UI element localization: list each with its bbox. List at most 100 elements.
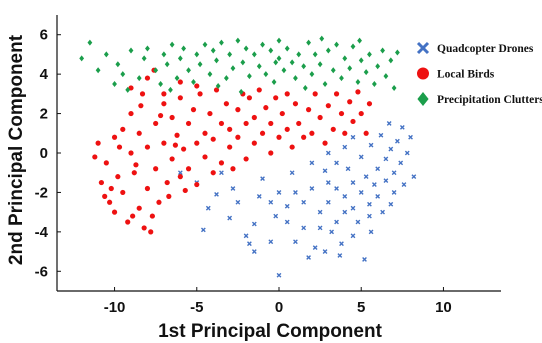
data-point (130, 213, 136, 219)
data-point (306, 107, 312, 113)
data-point (230, 166, 236, 172)
data-point (169, 41, 175, 48)
data-point (401, 182, 407, 187)
data-point (153, 67, 159, 74)
data-point (141, 225, 147, 231)
data-point (214, 57, 219, 64)
data-point (153, 166, 159, 172)
data-point (181, 146, 187, 152)
data-point (128, 85, 134, 91)
data-point (301, 63, 307, 70)
data-point (177, 95, 183, 101)
data-point (309, 186, 315, 191)
data-point (169, 156, 175, 162)
data-point (115, 174, 121, 180)
data-point (312, 245, 318, 251)
data-point (342, 209, 348, 215)
data-point (309, 130, 315, 136)
data-point (276, 134, 282, 140)
data-point (330, 67, 336, 74)
legend-marker-precipitation-clutters (417, 92, 429, 106)
data-point (263, 71, 269, 78)
data-point (363, 174, 369, 180)
data-point (185, 120, 192, 127)
data-point (325, 199, 331, 205)
data-point (347, 99, 353, 105)
data-point (243, 233, 249, 239)
data-point (350, 134, 356, 140)
data-point (334, 219, 339, 225)
data-point (371, 81, 377, 87)
x-tick-label: 5 (357, 299, 365, 316)
data-point (268, 120, 274, 127)
data-point (166, 193, 172, 199)
data-point (357, 37, 362, 44)
data-point (128, 47, 134, 54)
y-tick-label: 6 (40, 27, 48, 44)
data-point (276, 190, 282, 195)
data-point (218, 120, 225, 127)
data-point (92, 154, 98, 160)
data-point (161, 140, 167, 146)
data-point (213, 87, 220, 93)
data-point (169, 114, 175, 121)
data-point (404, 150, 410, 156)
data-point (391, 190, 397, 195)
data-point (279, 110, 285, 117)
data-point (243, 120, 249, 127)
data-point (259, 130, 266, 136)
data-point (355, 79, 361, 86)
data-point (131, 170, 137, 176)
data-point (408, 134, 413, 140)
data-point (112, 81, 117, 87)
data-point (247, 73, 252, 80)
data-point (235, 107, 241, 113)
data-point (342, 144, 348, 150)
data-point (108, 185, 114, 192)
y-tick-label: 0 (40, 145, 48, 162)
data-point (350, 180, 356, 185)
data-point (339, 241, 344, 247)
y-tick-label: -4 (35, 224, 49, 241)
data-point (363, 69, 369, 76)
legend-marker-quadcopter-drones (416, 41, 430, 55)
data-point (317, 209, 323, 215)
data-point (388, 146, 394, 152)
data-point (378, 132, 384, 138)
data-point (243, 156, 249, 162)
data-point (362, 257, 367, 262)
data-point (268, 47, 274, 54)
data-point (120, 126, 126, 132)
data-point (251, 221, 257, 227)
data-point (338, 110, 345, 117)
data-point (98, 179, 104, 186)
data-point (380, 209, 385, 215)
data-point (268, 239, 274, 245)
data-point (317, 61, 323, 68)
data-point (158, 112, 164, 119)
data-point (144, 185, 151, 192)
data-point (202, 41, 208, 48)
data-point (260, 176, 265, 182)
data-point (334, 41, 339, 48)
data-point (322, 249, 328, 254)
data-point (325, 47, 331, 54)
data-point (172, 142, 178, 148)
data-point (322, 168, 328, 174)
data-point (251, 249, 257, 254)
y-axis-title: 2nd Principal Component (6, 34, 27, 265)
data-point (251, 140, 257, 146)
data-point (177, 79, 183, 85)
data-point (207, 110, 213, 117)
data-point (139, 91, 146, 97)
data-point (181, 45, 187, 52)
data-point (302, 84, 308, 91)
data-point (306, 255, 311, 260)
data-point (194, 83, 200, 89)
data-point (268, 199, 274, 205)
data-point (284, 45, 290, 52)
data-point (345, 166, 351, 172)
data-point (301, 199, 307, 205)
data-point (276, 37, 282, 44)
data-point (111, 209, 118, 215)
